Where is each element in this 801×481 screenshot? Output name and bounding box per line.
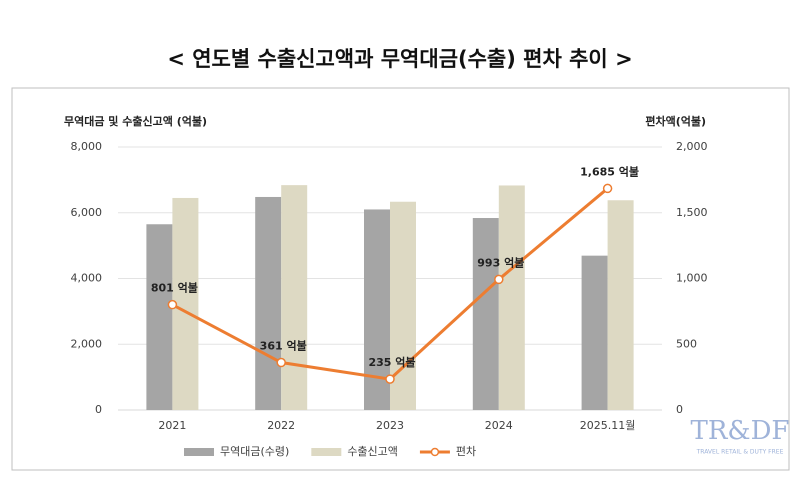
legend-swatch xyxy=(311,448,342,456)
legend-swatch xyxy=(184,448,214,456)
y-tick-label: 0 xyxy=(95,403,102,416)
y2-axis-title: 편차액(억불) xyxy=(645,114,706,128)
legend-label: 수출신고액 xyxy=(347,445,398,458)
x-tick-label: 2024 xyxy=(485,419,513,432)
bar xyxy=(498,185,525,410)
y-axis-title: 무역대금 및 수출신고액 (억불) xyxy=(64,114,207,128)
y-tick-label: 6,000 xyxy=(71,206,103,219)
bar xyxy=(581,255,608,410)
watermark-logo: TR&DF xyxy=(691,416,790,446)
watermark-tagline: TRAVEL RETAIL & DUTY FREE xyxy=(696,449,784,456)
line-point xyxy=(385,374,395,384)
x-tick-label: 2021 xyxy=(158,419,186,432)
legend-label: 무역대금(수령) xyxy=(220,445,289,458)
y2-tick-label: 1,500 xyxy=(676,206,708,219)
legend-swatch xyxy=(430,447,440,457)
line-point xyxy=(494,274,504,285)
y-tick-label: 4,000 xyxy=(71,272,103,285)
y2-tick-label: 2,000 xyxy=(676,140,708,153)
data-label: 993 억불 xyxy=(477,256,524,269)
x-tick-label: 2022 xyxy=(267,419,295,432)
chart-title: < 연도별 수출신고액과 무역대금(수출) 편차 추이 > xyxy=(167,47,632,71)
y2-tick-label: 1,000 xyxy=(676,272,708,285)
bar xyxy=(281,185,308,410)
x-tick-label: 2023 xyxy=(376,419,404,432)
data-label: 801 억불 xyxy=(151,282,198,295)
x-tick-label: 2025.11월 xyxy=(580,419,636,432)
data-label: 361 억불 xyxy=(260,340,307,353)
line-point xyxy=(602,183,613,194)
legend-label: 편차 xyxy=(456,445,476,458)
data-label: 235 억불 xyxy=(368,356,415,369)
y2-tick-label: 500 xyxy=(676,337,697,350)
data-label: 1,685 억불 xyxy=(580,165,639,178)
y-tick-label: 8,000 xyxy=(71,140,103,153)
line-point xyxy=(276,357,286,368)
line-point xyxy=(167,299,178,310)
y2-tick-label: 0 xyxy=(676,403,683,416)
bar xyxy=(472,218,499,410)
bar xyxy=(607,200,634,410)
bar xyxy=(146,224,173,410)
y-tick-label: 2,000 xyxy=(71,337,103,350)
bar xyxy=(255,196,282,410)
